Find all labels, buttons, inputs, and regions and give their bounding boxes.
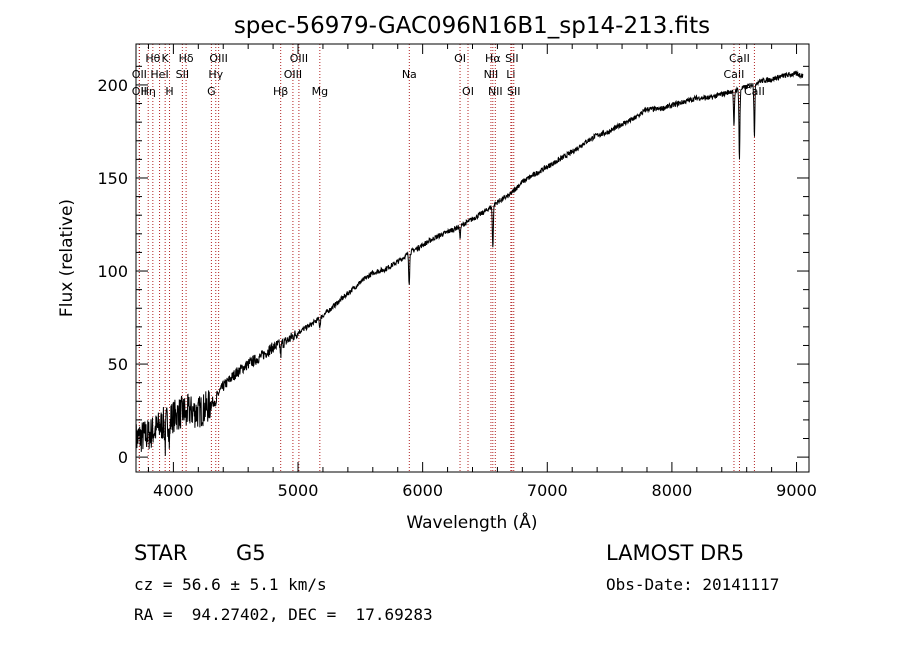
- line-marker-label: H: [165, 85, 173, 98]
- line-marker-label: Hη: [141, 85, 156, 98]
- y-tick-label: 200: [97, 76, 128, 95]
- spectrum-line: [135, 70, 804, 457]
- x-tick-label: 4000: [153, 481, 194, 500]
- line-marker-label: NII: [484, 68, 499, 81]
- velocity-readout: cz = 56.6 ± 5.1 km/s: [134, 575, 327, 594]
- survey-name: LAMOST DR5: [606, 541, 745, 565]
- x-axis-label: Wavelength (Å): [406, 511, 537, 533]
- line-marker-label: OII: [132, 68, 147, 81]
- y-tick-label: 150: [97, 169, 128, 188]
- line-marker-label: SII: [176, 68, 189, 81]
- line-marker-label: Hα: [485, 52, 501, 65]
- line-marker-label: G: [207, 85, 216, 98]
- line-marker-label: OIII: [290, 52, 308, 65]
- line-marker-label: CaII: [729, 52, 750, 65]
- y-tick-label: 100: [97, 262, 128, 281]
- object-class: STAR: [134, 541, 188, 565]
- line-marker-label: OIII: [209, 52, 227, 65]
- line-marker-label: Hδ: [179, 52, 194, 65]
- spectral-subclass: G5: [236, 541, 266, 565]
- x-axis-ticks: 4000 5000 6000 7000 8000 9000: [147, 44, 817, 500]
- spectral-line-markers: OIIOIIHηHθHeIKHSIIHδGHγOIIIHβOIIIOIIIMgN…: [132, 44, 765, 472]
- x-tick-label: 9000: [776, 481, 817, 500]
- obs-date: Obs-Date: 20141117: [606, 575, 780, 594]
- line-marker-label: OI: [454, 52, 466, 65]
- x-tick-label: 6000: [402, 481, 443, 500]
- y-axis-ticks: 0 50 100 150 200: [97, 65, 809, 467]
- y-tick-label: 50: [108, 355, 128, 374]
- chart-title: spec-56979-GAC096N16B1_sp14-213.fits: [234, 13, 710, 39]
- line-marker-label: CaII: [724, 68, 745, 81]
- line-marker-label: SII: [505, 52, 518, 65]
- y-tick-label: 0: [118, 448, 128, 467]
- line-marker-label: Hθ: [145, 52, 160, 65]
- coordinates: RA = 94.27402, DEC = 17.69283: [134, 605, 433, 624]
- line-marker-label: CaII: [744, 85, 765, 98]
- spectrum-chart: OIIOIIHηHθHeIKHSIIHδGHγOIIIHβOIIIOIIIMgN…: [57, 13, 817, 533]
- x-tick-label: 5000: [278, 481, 319, 500]
- x-tick-label: 7000: [527, 481, 568, 500]
- line-marker-label: K: [162, 52, 170, 65]
- line-marker-label: OIII: [284, 68, 302, 81]
- line-marker-label: OI: [462, 85, 474, 98]
- x-tick-label: 8000: [652, 481, 693, 500]
- line-marker-label: Hβ: [273, 85, 288, 98]
- line-marker-label: Li: [506, 68, 515, 81]
- line-marker-label: SII: [507, 85, 520, 98]
- line-marker-label: Mg: [312, 85, 328, 98]
- plot-frame: [135, 43, 810, 473]
- line-marker-label: NII: [488, 85, 503, 98]
- line-marker-label: HeI: [150, 68, 168, 81]
- line-marker-label: Hγ: [208, 68, 223, 81]
- y-axis-label: Flux (relative): [57, 199, 77, 317]
- line-marker-label: Na: [402, 68, 417, 81]
